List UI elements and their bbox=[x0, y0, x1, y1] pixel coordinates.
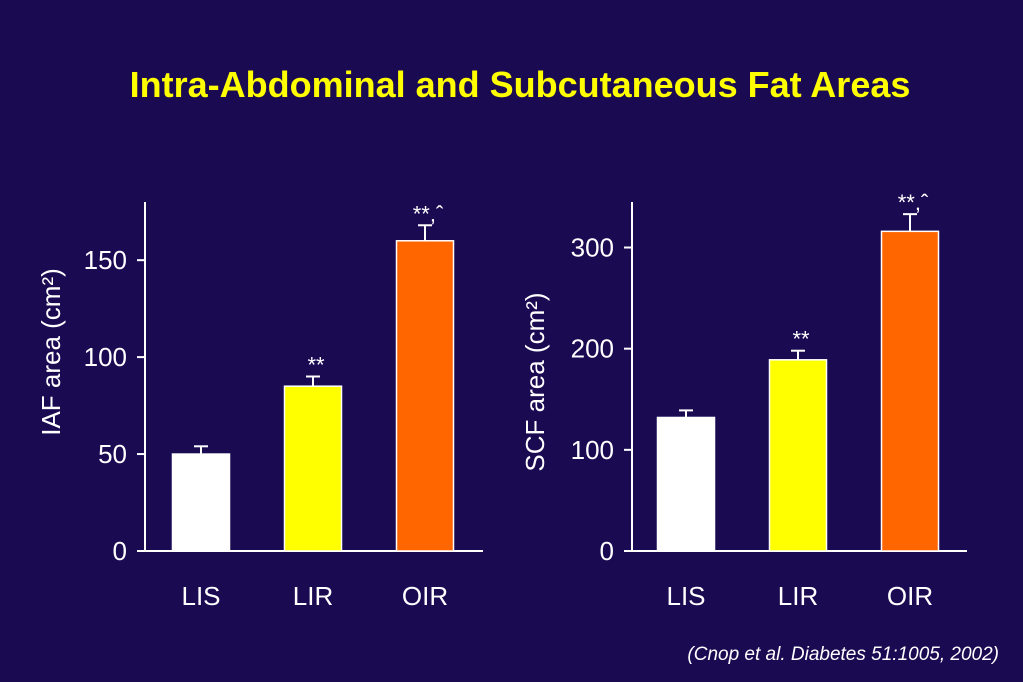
iaf-y-tick-label: 100 bbox=[84, 342, 127, 372]
scf-y-tick-label: 0 bbox=[600, 536, 614, 566]
iaf-x-tick-label: LIR bbox=[293, 581, 333, 611]
iaf-bar-lis bbox=[171, 453, 231, 552]
iaf-significance-label: **,ˆ bbox=[413, 201, 444, 226]
iaf-y-tick-label: 0 bbox=[113, 536, 127, 566]
scf-bar-lis bbox=[656, 416, 716, 552]
scf-significance-label: **,ˆ bbox=[898, 190, 929, 215]
scf-bar-oir bbox=[880, 230, 940, 552]
iaf-x-tick-label: LIS bbox=[181, 581, 220, 611]
iaf-x-tick-label: OIR bbox=[402, 581, 448, 611]
iaf-y-tick-label: 50 bbox=[98, 439, 127, 469]
scf-y-axis-label: SCF area (cm²) bbox=[520, 292, 550, 471]
scf-y-tick-label: 300 bbox=[571, 233, 614, 263]
citation: (Cnop et al. Diabetes 51:1005, 2002) bbox=[687, 644, 999, 665]
scf-x-tick-label: LIS bbox=[666, 581, 705, 611]
iaf-y-axis-label: IAF area (cm²) bbox=[36, 268, 66, 436]
scf-significance-label: ** bbox=[792, 327, 810, 352]
iaf-y-tick-label: 150 bbox=[84, 245, 127, 275]
iaf-bar-lir bbox=[283, 385, 343, 552]
scf-x-tick-label: OIR bbox=[887, 581, 933, 611]
slide-title: Intra-Abdominal and Subcutaneous Fat Are… bbox=[129, 64, 911, 105]
scf-y-tick-label: 200 bbox=[571, 334, 614, 364]
scf-y-tick-label: 100 bbox=[571, 435, 614, 465]
scf-bar-lir bbox=[768, 359, 828, 552]
scf-x-tick-label: LIR bbox=[778, 581, 818, 611]
iaf-significance-label: ** bbox=[307, 353, 325, 378]
